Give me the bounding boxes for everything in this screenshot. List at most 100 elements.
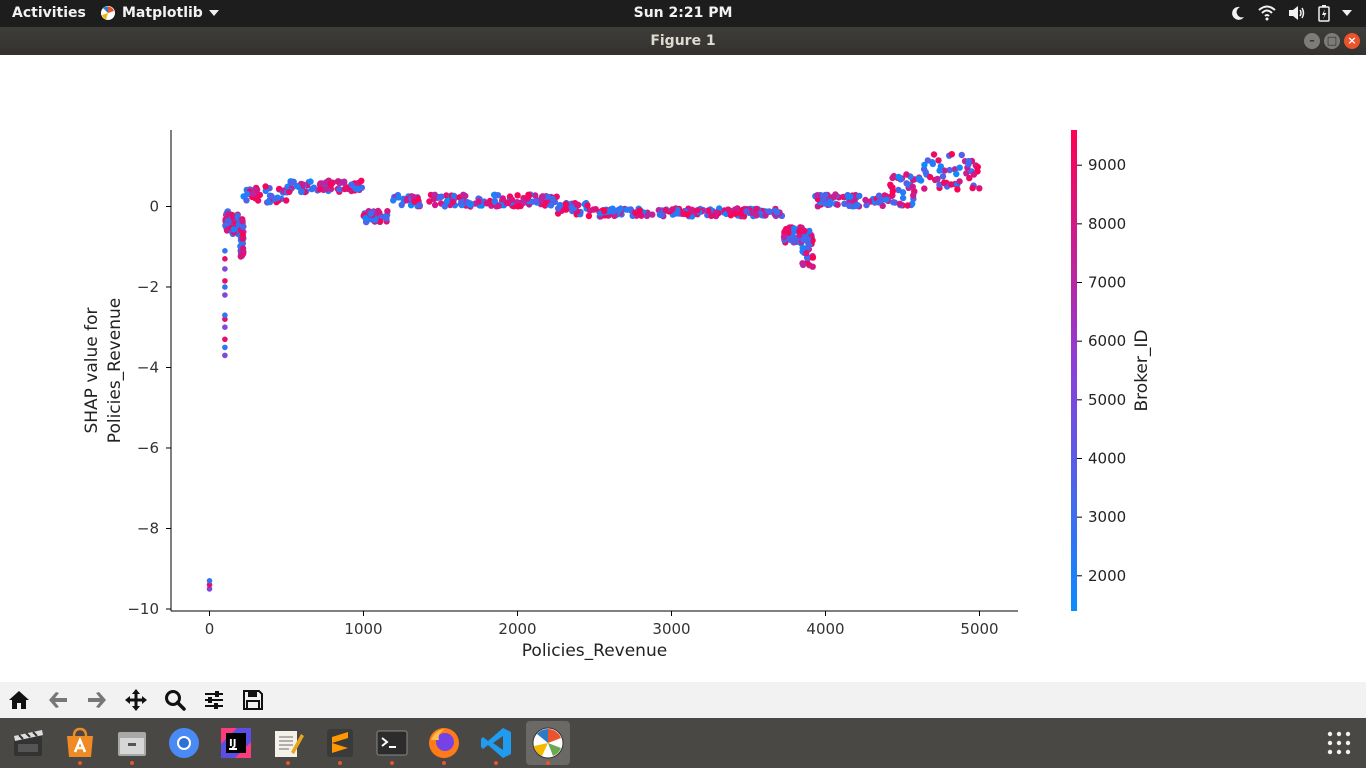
- battery-icon[interactable]: [1318, 4, 1330, 22]
- scatter-point: [568, 204, 575, 211]
- dock-terminal[interactable]: [370, 721, 414, 765]
- wifi-icon[interactable]: [1258, 5, 1276, 21]
- scatter-point: [384, 208, 391, 215]
- terminal-icon: [376, 730, 408, 756]
- scatter-point: [956, 164, 963, 171]
- scatter-point: [889, 188, 896, 195]
- system-top-bar: Activities Matplotlib Sun 2:21 PM: [0, 0, 1366, 27]
- scatter-point: [841, 200, 848, 207]
- x-axis-ticks: 0 1000 2000 3000 4000 5000: [205, 611, 999, 638]
- scatter-point: [549, 195, 556, 203]
- dock-vscode[interactable]: [474, 721, 518, 765]
- close-button[interactable]: ×: [1344, 33, 1360, 49]
- dock-files[interactable]: [110, 721, 154, 765]
- scatter-point: [826, 201, 833, 208]
- y-tick-label: −10: [127, 600, 159, 618]
- figure-canvas[interactable]: 0 1000 2000 3000 4000 5000 0 −2 −4 −6 −8 −10 Polic…: [0, 55, 1366, 682]
- y-tick-label: 0: [149, 197, 159, 215]
- scatter-point: [899, 194, 907, 202]
- scatter-point: [645, 211, 652, 218]
- close-icon: ×: [1347, 34, 1357, 47]
- scatter-point: [395, 194, 402, 201]
- app-menu[interactable]: Matplotlib: [100, 5, 219, 21]
- forward-button[interactable]: [84, 687, 110, 713]
- scatter-point: [249, 190, 256, 198]
- colorbar-tick-label: 6000: [1088, 332, 1126, 350]
- activities-button[interactable]: Activities: [12, 5, 86, 21]
- scatter-point: [791, 225, 798, 232]
- scatter-point: [965, 161, 972, 168]
- scatter-point: [239, 235, 246, 242]
- show-applications-icon[interactable]: [1326, 730, 1352, 756]
- software-center-icon: [67, 727, 93, 757]
- outlier-point: [222, 248, 228, 254]
- scatter-point: [450, 192, 458, 200]
- minimize-button[interactable]: –: [1304, 33, 1320, 49]
- scatter-point: [283, 197, 290, 204]
- x-tick-label: 1000: [344, 620, 382, 638]
- scatter-point: [238, 252, 245, 259]
- volume-icon[interactable]: [1288, 5, 1306, 21]
- vscode-icon: [481, 728, 511, 758]
- back-button[interactable]: [45, 687, 71, 713]
- scatter-point: [532, 192, 539, 199]
- dock-chromium[interactable]: [162, 721, 206, 765]
- outlier-point: [222, 266, 228, 272]
- scatter-point: [348, 181, 355, 188]
- scatter-point: [224, 217, 231, 225]
- outlier-point: [222, 344, 228, 351]
- scatter-point: [658, 211, 665, 219]
- home-button[interactable]: [6, 687, 32, 713]
- scatter-point: [431, 191, 438, 198]
- scatter-point: [542, 199, 550, 207]
- scatter-point: [753, 212, 760, 219]
- matplotlib-toolbar: [0, 682, 1366, 718]
- scatter-point: [610, 208, 617, 215]
- scatter-point: [862, 196, 869, 204]
- scatter-point: [863, 201, 870, 209]
- pan-button[interactable]: [123, 687, 149, 713]
- dock-sublime-text[interactable]: [318, 721, 362, 765]
- scatter-point: [969, 184, 976, 192]
- zoom-button[interactable]: [162, 687, 188, 713]
- scatter-point: [883, 196, 890, 203]
- scatter-point: [254, 197, 262, 204]
- scatter-point: [887, 181, 894, 188]
- scatter-point: [562, 200, 569, 208]
- configure-subplots-button[interactable]: [201, 687, 227, 713]
- scatter-point: [910, 192, 917, 199]
- scatter-point: [743, 208, 750, 215]
- forward-icon: [88, 692, 106, 708]
- outlier-point: [222, 316, 228, 323]
- dock-text-editor[interactable]: [266, 721, 310, 765]
- save-button[interactable]: [240, 687, 266, 713]
- scatter-point: [514, 203, 522, 210]
- window-title-bar: Figure 1 – □ ×: [0, 27, 1366, 55]
- outlier-point: [222, 256, 228, 262]
- scatter-point: [966, 174, 973, 182]
- scatter-point: [411, 198, 418, 205]
- scatter-point: [243, 197, 250, 204]
- night-light-icon[interactable]: [1230, 5, 1246, 21]
- scatter-point: [970, 171, 978, 178]
- y-axis-ticks: 0 −2 −4 −6 −8 −10: [127, 197, 171, 618]
- video-editor-icon: [14, 730, 43, 756]
- x-tick-label: 5000: [960, 620, 998, 638]
- maximize-button[interactable]: □: [1324, 33, 1340, 49]
- dock-intellij[interactable]: IJ: [214, 721, 258, 765]
- dock-firefox[interactable]: [422, 721, 466, 765]
- system-menu-chevron-icon[interactable]: [1342, 9, 1352, 17]
- scatter-point: [264, 198, 272, 206]
- scatter-point: [974, 163, 981, 171]
- dock-software-center[interactable]: [58, 721, 102, 765]
- scatter-point: [726, 207, 733, 215]
- clock[interactable]: Sun 2:21 PM: [633, 5, 733, 21]
- scatter-point: [336, 186, 343, 193]
- scatter-point: [383, 215, 390, 222]
- chromium-icon: [169, 728, 199, 758]
- scatter-point: [801, 227, 808, 234]
- dock-matplotlib[interactable]: [526, 721, 570, 765]
- dock-video-editor[interactable]: [6, 721, 50, 765]
- outlier-point: [222, 352, 228, 359]
- scatter-point: [239, 218, 246, 225]
